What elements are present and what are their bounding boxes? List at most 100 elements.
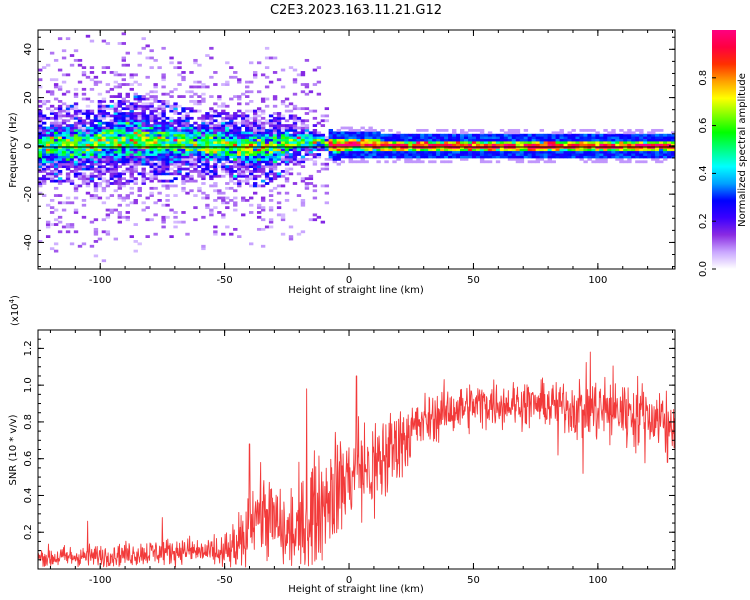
- spectrogram-cell: [460, 155, 465, 159]
- spectrogram-cell: [260, 136, 266, 140]
- spectrogram-cell: [57, 155, 63, 159]
- spectrogram-cell: [81, 242, 87, 246]
- spectrogram-cell: [57, 133, 63, 137]
- spectrogram-cell: [583, 148, 588, 152]
- spectrogram-cell: [209, 170, 214, 173]
- spectrogram-cell: [420, 143, 425, 147]
- spectrogram-cell: [201, 157, 206, 161]
- spectrogram-cell: [507, 155, 513, 159]
- spectrogram-cell: [201, 196, 206, 200]
- spectrogram-cell: [137, 100, 142, 103]
- spectrogram-cell: [463, 157, 469, 161]
- spectrogram-cell: [360, 153, 365, 156]
- spectrogram-cell: [539, 133, 545, 137]
- spectrogram-y-axis-label: Frequency (Hz): [8, 112, 19, 188]
- spectrogram-cell: [531, 141, 537, 144]
- spectrogram-cell: [619, 153, 624, 156]
- spectrogram-cell: [49, 157, 55, 161]
- spectrogram-cell: [49, 121, 55, 125]
- spectrogram-cell: [45, 138, 51, 142]
- spectrogram-cell: [221, 174, 226, 178]
- spectrogram-cell: [121, 121, 126, 125]
- spectrogram-cell: [141, 114, 146, 118]
- spectrogram-cell: [312, 153, 318, 156]
- spectrogram-cell: [81, 150, 87, 154]
- spectrogram-cell: [479, 133, 485, 137]
- spectrogram-cell: [619, 128, 624, 132]
- spectrogram-cell: [149, 124, 154, 127]
- spectrogram-cell: [169, 119, 174, 123]
- snr-y-axis-label: SNR (10 * v/v): [8, 414, 19, 485]
- spectrogram-cell: [49, 150, 55, 154]
- spectrogram-cell: [611, 150, 616, 154]
- spectrogram-cell: [300, 143, 306, 147]
- spectrogram-cell: [89, 112, 95, 115]
- spectrogram-cell: [189, 150, 194, 154]
- spectrogram-cell: [503, 150, 509, 154]
- spectrogram-cell: [49, 177, 55, 181]
- spectrogram-cell: [300, 148, 306, 152]
- spectrogram-cell: [237, 133, 242, 137]
- spectrogram-cell: [65, 141, 71, 144]
- spectrogram-cell: [185, 160, 190, 164]
- spectrogram-cell: [260, 143, 266, 147]
- spectrogram-cell: [296, 160, 302, 164]
- spectrogram-cell: [165, 116, 170, 120]
- spectrogram-cell: [73, 184, 79, 188]
- spectrogram-cell: [272, 56, 278, 60]
- spectrogram-cell: [121, 126, 126, 130]
- spectrogram-cell: [308, 136, 314, 140]
- spectrogram-cell: [149, 155, 154, 159]
- spectrogram-cell: [416, 141, 421, 144]
- spectrogram-cell: [284, 150, 290, 154]
- spectrogram-cell: [352, 148, 357, 152]
- spectrogram-cell: [61, 102, 67, 106]
- spectrogram-cell: [189, 138, 194, 142]
- spectrogram-cell: [189, 136, 194, 140]
- spectrogram-cell: [165, 153, 170, 156]
- spectrogram-cell: [89, 119, 95, 123]
- spectrogram-cell: [85, 174, 91, 178]
- spectrogram-cell: [272, 143, 278, 147]
- spectrogram-cell: [61, 157, 67, 161]
- spectrogram-cell: [241, 165, 246, 168]
- spectrogram-cell: [539, 155, 545, 159]
- spectrogram-cell: [157, 153, 162, 156]
- spectrogram-cell: [575, 150, 580, 154]
- spectrogram-cell: [185, 136, 190, 140]
- spectrogram-cell: [599, 157, 604, 161]
- spectrogram-cell: [125, 167, 130, 171]
- spectrogram-cell: [137, 128, 142, 132]
- spectrogram-cell: [237, 131, 242, 135]
- spectrogram-cell: [221, 121, 226, 125]
- spectrogram-cell: [487, 143, 493, 147]
- spectrogram-cell: [77, 124, 83, 127]
- spectrogram-cell: [599, 143, 604, 147]
- spectrogram-cell: [288, 225, 294, 229]
- spectrogram-cell: [73, 211, 79, 214]
- spectrogram-cell: [129, 186, 134, 190]
- spectrogram-cell: [256, 206, 262, 210]
- spectrogram-cell: [507, 128, 513, 132]
- spectrogram-cell: [551, 136, 556, 140]
- spectrogram-cell: [38, 160, 43, 164]
- spectrogram-cell: [209, 150, 214, 154]
- spectrogram-cell: [460, 150, 465, 154]
- spectrogram-cell: [81, 131, 87, 135]
- spectrogram-cell: [535, 153, 541, 156]
- spectrogram-cell: [241, 131, 246, 135]
- spectrogram-cell: [137, 194, 142, 197]
- spectrogram-cell: [595, 133, 600, 137]
- spectrogram-cell: [651, 138, 656, 142]
- spectrogram-cell: [551, 153, 556, 156]
- spectrogram-cell: [460, 148, 465, 152]
- spectrogram-cell: [209, 109, 214, 113]
- spectrogram-cell: [121, 63, 126, 67]
- spectrogram-cell: [444, 136, 449, 140]
- spectrogram-cell: [515, 153, 521, 156]
- spectrogram-cell: [599, 150, 604, 154]
- spectrogram-cell: [671, 136, 675, 140]
- spectrogram-cell: [308, 141, 314, 144]
- spectrogram-cell: [499, 136, 505, 140]
- spectrogram-cell: [81, 109, 87, 113]
